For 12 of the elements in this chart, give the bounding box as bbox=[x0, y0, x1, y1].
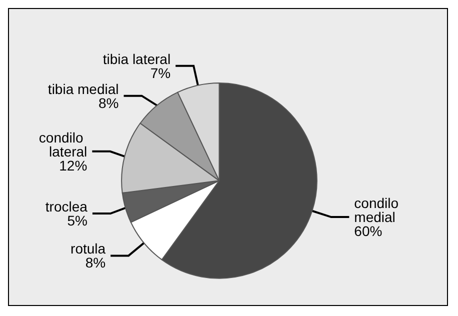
data-label: 7% bbox=[150, 64, 171, 81]
slice-label: troclea bbox=[45, 198, 88, 215]
slice-label: tibia lateral bbox=[102, 50, 171, 67]
data-label: 8% bbox=[85, 254, 106, 271]
slice-label: rotula bbox=[70, 240, 106, 257]
data-label: 8% bbox=[98, 94, 119, 111]
slice-label: tibia medial bbox=[48, 80, 119, 97]
data-label: 5% bbox=[67, 212, 88, 229]
data-label: 60% bbox=[354, 223, 382, 240]
data-label: 12% bbox=[59, 157, 88, 174]
slice-label: condilo medial bbox=[354, 195, 402, 226]
slice-label: condilo lateral bbox=[38, 129, 88, 160]
